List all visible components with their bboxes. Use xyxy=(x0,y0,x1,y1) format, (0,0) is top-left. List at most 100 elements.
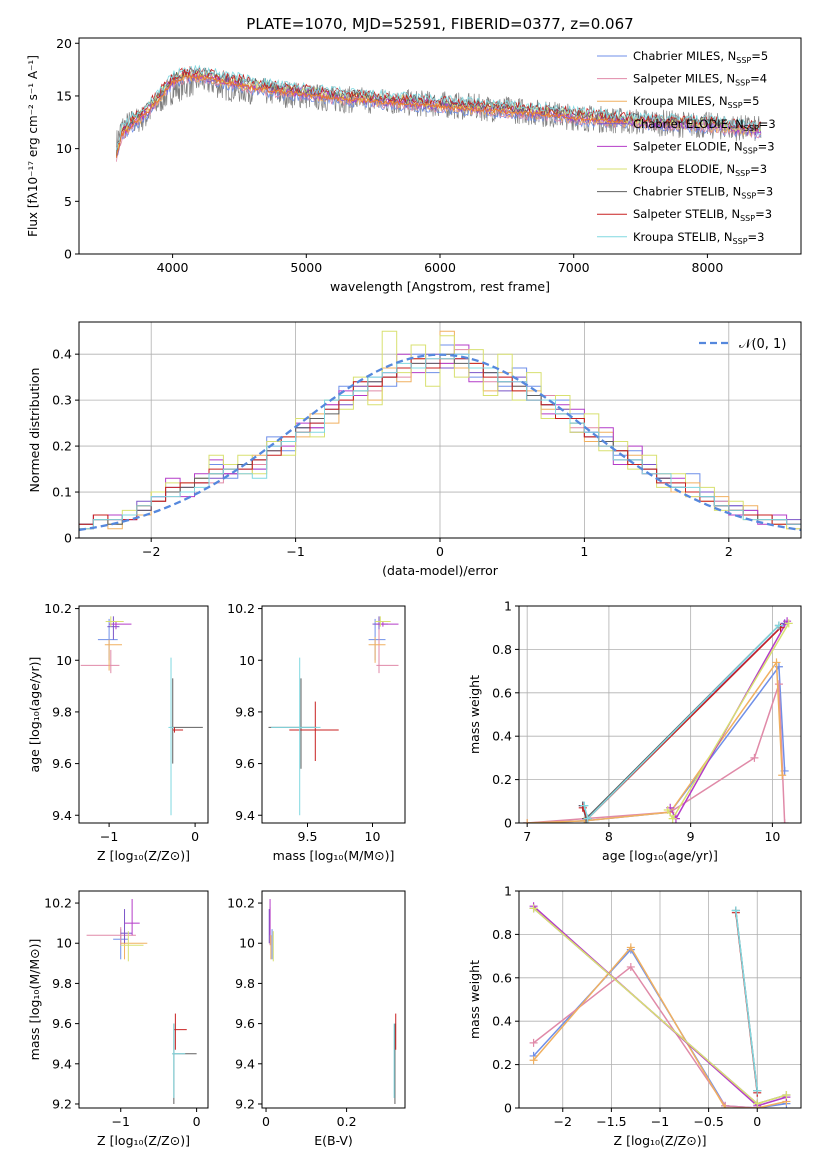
weight-marker xyxy=(774,621,783,630)
y-axis-label: Flux [fλ10⁻¹⁷ erg cm⁻² s⁻¹ A⁻¹] xyxy=(26,55,40,237)
y-axis-label: mass weight xyxy=(467,960,482,1039)
y-tick-label: 0 xyxy=(504,816,512,831)
x-tick-label: 8 xyxy=(605,829,613,844)
y-tick-label: 0.3 xyxy=(52,393,72,408)
weight-marker xyxy=(778,771,787,780)
x-tick-label: 2 xyxy=(725,544,733,559)
legend-label: Chabrier ELODIE, NSSP=3 xyxy=(633,117,776,133)
y-tick-label: 0 xyxy=(64,531,72,546)
x-tick-label: 7000 xyxy=(558,260,590,275)
histogram-step xyxy=(79,358,801,525)
weight-marker xyxy=(772,658,781,667)
y-tick-label: 9.8 xyxy=(235,976,255,991)
y-tick-label: 1 xyxy=(504,884,512,899)
weight-line xyxy=(527,664,786,823)
legend-label: Salpeter STELIB, NSSP=3 xyxy=(633,207,772,223)
legend-label: 𝒩(0, 1) xyxy=(739,337,786,352)
x-axis-label: Z [log₁₀(Z/Z⊙)] xyxy=(614,1133,707,1148)
weight-marker xyxy=(523,819,532,823)
y-tick-label: 9.2 xyxy=(235,1096,255,1111)
y-tick-label: 0 xyxy=(64,247,72,262)
axes-frame xyxy=(261,605,406,824)
y-axis-label: mass [log₁₀(M/M⊙)] xyxy=(27,939,42,1061)
axes-frame xyxy=(78,605,209,824)
axes-mass_vs_Z: −1 0 9.2 9.4 9.6 9.8 10 10.2 Z [log₁₀(Z/Z⊙)] mass… xyxy=(27,890,209,1148)
x-tick-label: −1 xyxy=(100,829,118,844)
y-tick-label: 10 xyxy=(239,936,255,951)
axes-mass_weight_vs_age: 7 8 9 10 0 0.2 0.4 0.6 0.8 1 age [log₁₀(age/yr)] ma… xyxy=(467,599,802,863)
legend-label: Kroupa STELIB, NSSP=3 xyxy=(633,230,764,246)
weight-line xyxy=(527,660,783,823)
weight-marker xyxy=(784,619,793,628)
histogram-step xyxy=(79,353,801,530)
x-tick-label: 0 xyxy=(193,1114,201,1129)
y-tick-label: 0.4 xyxy=(492,1014,512,1029)
plot-area-mass_weight_vs_age xyxy=(523,617,793,823)
x-tick-label: 0 xyxy=(191,829,199,844)
y-tick-label: 0.4 xyxy=(492,729,512,744)
x-tick-label: −0.5 xyxy=(693,1114,723,1129)
plot-area-spectrum xyxy=(115,64,762,162)
y-tick-label: 9.4 xyxy=(235,808,255,823)
weight-marker xyxy=(668,814,677,823)
legend-label: Kroupa ELODIE, NSSP=3 xyxy=(633,162,767,178)
x-tick-label: 0.2 xyxy=(337,1114,357,1129)
weight-marker xyxy=(663,805,672,814)
y-axis-label: age [log₁₀(age/yr)] xyxy=(27,657,42,773)
y-tick-label: 10.2 xyxy=(227,896,255,911)
y-tick-label: 0.2 xyxy=(492,1057,512,1072)
weight-line xyxy=(533,946,787,1108)
y-tick-label: 9.8 xyxy=(52,704,72,719)
legend-label: Chabrier MILES, NSSP=5 xyxy=(633,49,768,65)
weight-marker xyxy=(753,1099,762,1108)
axes-mass_vs_ebv: 0 0.2 9.2 9.4 9.6 9.8 10 10.2 E(B-V) xyxy=(227,890,406,1148)
y-tick-label: 9.6 xyxy=(52,1016,72,1031)
weight-marker xyxy=(721,1104,730,1108)
y-tick-label: 10.2 xyxy=(227,601,255,616)
x-tick-label: 8000 xyxy=(692,260,724,275)
y-tick-label: 0 xyxy=(504,1101,512,1116)
y-tick-label: 0.4 xyxy=(52,347,72,362)
y-tick-label: 10.2 xyxy=(44,896,72,911)
y-tick-label: 10 xyxy=(239,653,255,668)
plot-area-mass_weight_vs_Z xyxy=(529,902,791,1108)
weight-marker xyxy=(753,1086,762,1095)
y-axis-label: Normed distribution xyxy=(27,368,42,493)
y-tick-label: 9.8 xyxy=(52,976,72,991)
y-tick-label: 0.6 xyxy=(492,970,512,985)
x-tick-label: −1 xyxy=(651,1114,669,1129)
weight-marker xyxy=(780,819,789,823)
figure-title: PLATE=1070, MJD=52591, FIBERID=0377, z=0… xyxy=(246,15,633,33)
y-tick-label: 9.6 xyxy=(52,756,72,771)
y-tick-label: 10 xyxy=(56,653,72,668)
x-tick-label: 10 xyxy=(764,829,780,844)
x-tick-label: 9 xyxy=(687,829,695,844)
axes-frame xyxy=(78,890,209,1109)
legend: 𝒩(0, 1) xyxy=(699,337,786,352)
y-tick-label: 20 xyxy=(56,36,72,51)
y-tick-label: 10 xyxy=(56,936,72,951)
spectrum-highlight-line xyxy=(115,73,627,158)
x-tick-label: 6000 xyxy=(424,260,456,275)
weight-marker xyxy=(580,801,589,810)
plot-area-age_vs_mass xyxy=(268,616,399,816)
x-tick-label: 9.5 xyxy=(298,829,318,844)
legend-label: Chabrier STELIB, NSSP=3 xyxy=(633,185,773,201)
x-tick-label: 0 xyxy=(753,1114,761,1129)
y-tick-label: 0.8 xyxy=(492,927,512,942)
axes-frame xyxy=(518,605,802,824)
x-axis-label: age [log₁₀(age/yr)] xyxy=(602,848,718,863)
x-axis-label: wavelength [Angstrom, rest frame] xyxy=(330,279,550,294)
y-tick-label: 9.2 xyxy=(52,1096,72,1111)
x-tick-label: −1 xyxy=(112,1114,130,1129)
plot-area-residuals xyxy=(79,330,801,532)
gaussian-curve xyxy=(79,353,801,532)
plot-area-age_vs_Z xyxy=(80,616,203,816)
y-tick-label: 10.2 xyxy=(44,601,72,616)
x-tick-label: −2 xyxy=(142,544,160,559)
legend-label: Kroupa MILES, NSSP=5 xyxy=(633,94,759,110)
x-tick-label: −1 xyxy=(286,544,304,559)
x-tick-label: 10 xyxy=(365,829,381,844)
axes-mass_weight_vs_Z: −2 −1.5 −1 −0.5 0 0 0.2 0.4 0.6 0.8 1 Z [log₁₀(Z/Z⊙… xyxy=(467,884,802,1148)
